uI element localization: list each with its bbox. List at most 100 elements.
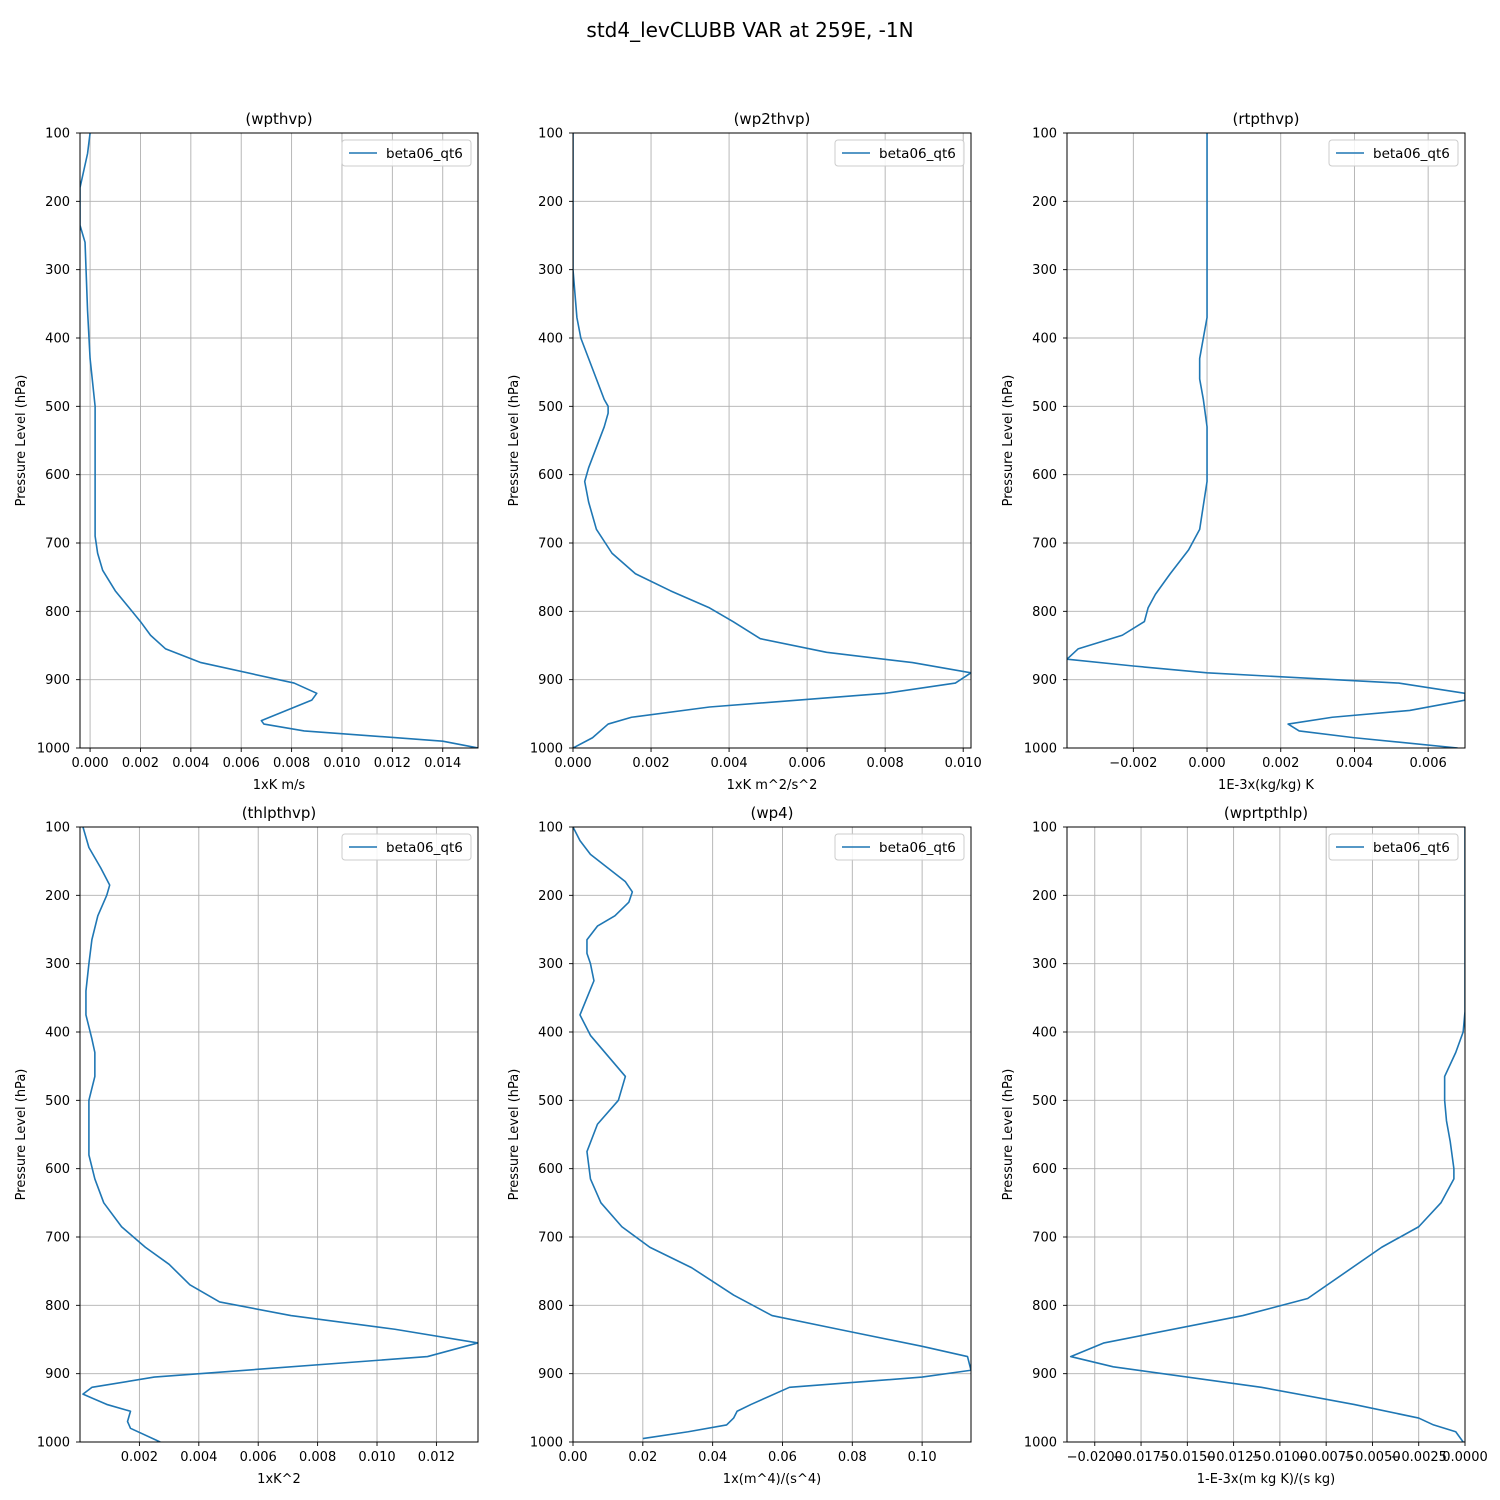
panel-frame bbox=[79, 826, 479, 1443]
x-tick-label: 0.010 bbox=[945, 756, 982, 771]
y-tick-label: 800 bbox=[538, 1299, 563, 1314]
y-tick-label: 300 bbox=[538, 263, 563, 278]
legend-label: beta06_qt6 bbox=[386, 840, 463, 856]
y-tick-label: 200 bbox=[45, 195, 70, 210]
y-tick-label: 100 bbox=[1032, 127, 1057, 142]
panel-title: (thlpthvp) bbox=[242, 804, 317, 822]
x-tick-label: 0.008 bbox=[273, 756, 310, 771]
y-tick-label: 500 bbox=[1032, 400, 1057, 415]
x-tick-label: 0.002 bbox=[1262, 756, 1299, 771]
x-tick-label: 0.04 bbox=[698, 1450, 727, 1465]
y-tick-label: 900 bbox=[45, 1367, 70, 1382]
y-tick-label: 200 bbox=[1032, 195, 1057, 210]
x-tick-label: 0.002 bbox=[121, 1450, 158, 1465]
x-axis-label: 1xK m^2/s^2 bbox=[727, 778, 818, 793]
y-tick-label: 1000 bbox=[1024, 1436, 1057, 1451]
legend-box bbox=[341, 139, 472, 167]
series-line bbox=[1069, 827, 1465, 1442]
legend: beta06_qt6 bbox=[834, 833, 965, 861]
y-tick-label: 700 bbox=[1032, 537, 1057, 552]
legend: beta06_qt6 bbox=[1328, 833, 1459, 861]
y-tick-label: 100 bbox=[538, 127, 563, 142]
legend-label: beta06_qt6 bbox=[386, 146, 463, 162]
y-tick-label: 400 bbox=[538, 1026, 563, 1041]
legend: beta06_qt6 bbox=[834, 139, 965, 167]
x-tick-label: 0.014 bbox=[424, 756, 461, 771]
y-tick-label: 400 bbox=[1032, 1026, 1057, 1041]
y-tick-label: 900 bbox=[538, 1367, 563, 1382]
x-tick-label: −0.0050 bbox=[1344, 1450, 1400, 1465]
x-tick-label: 0.004 bbox=[172, 756, 209, 771]
y-tick-label: 800 bbox=[538, 605, 563, 620]
y-tick-label: 200 bbox=[538, 195, 563, 210]
y-tick-label: 500 bbox=[538, 1094, 563, 1109]
x-tick-label: 0.06 bbox=[768, 1450, 797, 1465]
y-tick-label: 600 bbox=[1032, 1162, 1057, 1177]
legend-box bbox=[834, 139, 965, 167]
y-tick-label: 1000 bbox=[37, 1436, 70, 1451]
panel-frame bbox=[572, 826, 972, 1443]
x-tick-label: −0.002 bbox=[1109, 756, 1157, 771]
y-tick-label: 800 bbox=[1032, 1299, 1057, 1314]
x-tick-label: 0.002 bbox=[122, 756, 159, 771]
x-tick-label: 0.008 bbox=[299, 1450, 336, 1465]
x-tick-label: 0.08 bbox=[838, 1450, 867, 1465]
y-tick-label: 300 bbox=[45, 957, 70, 972]
panel-1: 0.000 0.002 0.004 0.006 0.008 0.010 0.012 0.014… bbox=[14, 110, 479, 793]
y-tick-label: 900 bbox=[1032, 673, 1057, 688]
panel-title: (wp4) bbox=[750, 804, 793, 822]
series-line bbox=[573, 133, 971, 748]
x-tick-label: −0.0150 bbox=[1159, 1450, 1215, 1465]
y-tick-label: 500 bbox=[45, 400, 70, 415]
y-tick-label: 300 bbox=[538, 957, 563, 972]
legend-label: beta06_qt6 bbox=[879, 840, 956, 856]
y-tick-label: 300 bbox=[1032, 957, 1057, 972]
y-axis-label: Pressure Level (hPa) bbox=[14, 375, 29, 507]
y-tick-label: 600 bbox=[1032, 468, 1057, 483]
x-axis-label: 1x(m^4)/(s^4) bbox=[723, 1472, 821, 1487]
x-tick-label: 0.000 bbox=[554, 756, 591, 771]
panel-4: 0.002 0.004 0.006 0.008 0.010 0.012 100 200 300 4… bbox=[14, 804, 479, 1487]
series-line bbox=[573, 827, 971, 1440]
x-axis-label: 1E-3x(kg/kg) K bbox=[1218, 778, 1314, 793]
panel-2: 0.000 0.002 0.004 0.006 0.008 0.010 100 200 300 4… bbox=[507, 110, 982, 793]
y-tick-label: 800 bbox=[1032, 605, 1057, 620]
series-line bbox=[80, 133, 478, 748]
y-tick-label: 1000 bbox=[530, 1436, 563, 1451]
y-tick-label: 200 bbox=[45, 889, 70, 904]
y-tick-label: 700 bbox=[538, 1231, 563, 1246]
x-tick-label: 0.006 bbox=[223, 756, 260, 771]
x-tick-label: 0.000 bbox=[1188, 756, 1225, 771]
figure-title: std4_levCLUBB VAR at 259E, -1N bbox=[586, 18, 913, 42]
legend-box bbox=[1328, 139, 1459, 167]
y-axis-label: Pressure Level (hPa) bbox=[14, 1069, 29, 1201]
x-tick-label: 0.010 bbox=[358, 1450, 395, 1465]
y-axis-label: Pressure Level (hPa) bbox=[507, 375, 522, 507]
x-axis-label: 1xK^2 bbox=[257, 1472, 301, 1487]
y-tick-label: 600 bbox=[45, 468, 70, 483]
y-tick-label: 900 bbox=[538, 673, 563, 688]
panel-3: −0.002 0.000 0.002 0.004 0.006 100 200 300 400 50… bbox=[1001, 110, 1466, 793]
x-tick-label: −0.0025 bbox=[1391, 1450, 1447, 1465]
panel-frame bbox=[572, 132, 972, 749]
y-tick-label: 1000 bbox=[530, 742, 563, 757]
y-axis-label: Pressure Level (hPa) bbox=[1001, 1069, 1016, 1201]
y-tick-label: 900 bbox=[45, 673, 70, 688]
y-tick-label: 100 bbox=[538, 821, 563, 836]
y-tick-label: 700 bbox=[538, 537, 563, 552]
x-tick-label: −0.0175 bbox=[1113, 1450, 1169, 1465]
legend: beta06_qt6 bbox=[341, 833, 472, 861]
y-tick-label: 900 bbox=[1032, 1367, 1057, 1382]
y-tick-label: 600 bbox=[45, 1162, 70, 1177]
x-tick-label: 0.008 bbox=[867, 756, 904, 771]
x-tick-label: 0.004 bbox=[710, 756, 747, 771]
legend: beta06_qt6 bbox=[1328, 139, 1459, 167]
x-tick-label: 0.00 bbox=[559, 1450, 588, 1465]
y-tick-label: 500 bbox=[538, 400, 563, 415]
y-tick-label: 700 bbox=[1032, 1231, 1057, 1246]
y-tick-label: 400 bbox=[538, 332, 563, 347]
panel-frame bbox=[79, 132, 479, 749]
y-tick-label: 700 bbox=[45, 1231, 70, 1246]
y-tick-label: 800 bbox=[45, 605, 70, 620]
